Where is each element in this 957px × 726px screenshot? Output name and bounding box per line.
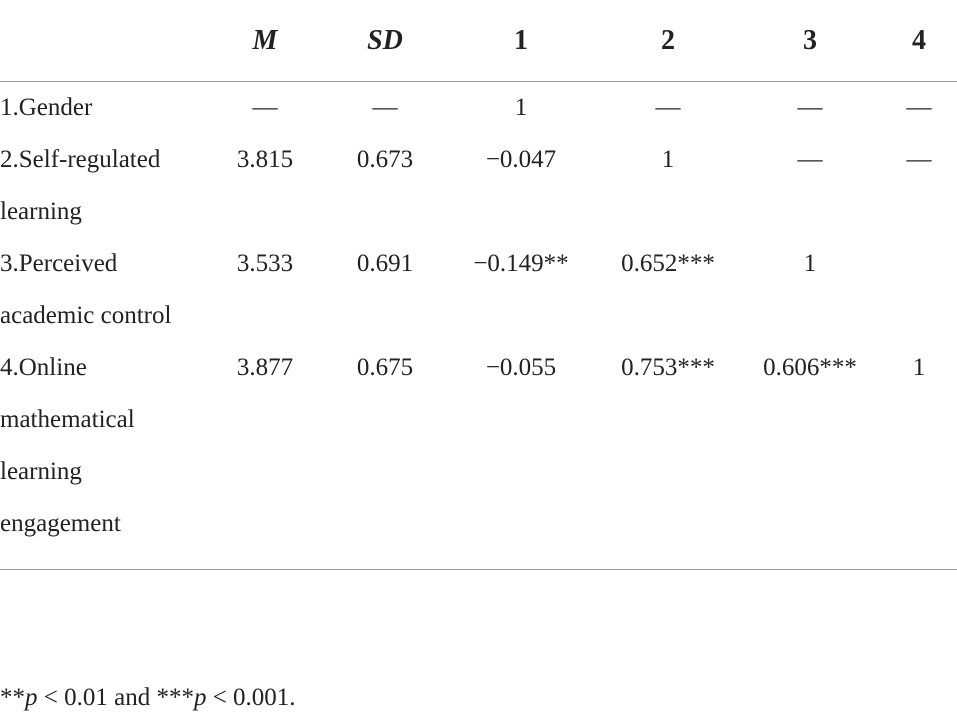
- cell: —: [906, 146, 932, 173]
- cell: 1: [881, 342, 957, 570]
- cell: 0.673: [356, 146, 414, 173]
- column-header: 2: [597, 0, 739, 82]
- column-header: 4: [881, 0, 957, 82]
- cell: —: [906, 94, 932, 121]
- column-header: 3: [739, 0, 881, 82]
- cell: —: [372, 94, 398, 121]
- table-body: 1.Gender — — 1 — — — 2.Self-regulated learning 3…: [0, 82, 957, 570]
- cell: —: [655, 94, 681, 121]
- cell: 0.675: [325, 342, 445, 570]
- row-label: 3.Perceived academic control: [0, 250, 172, 329]
- correlation-table: M SD 1 2 3 4 1.Gender — —1— — —2.Self-regulated l…: [0, 0, 957, 570]
- row-label: 1.Gender: [0, 94, 93, 121]
- cell: −0.047: [485, 146, 557, 173]
- table-row: 2.Self-regulated learning 3.815 0.673 −0.04…: [0, 134, 957, 238]
- cell: 0.691: [356, 250, 414, 277]
- table-row: 3.Perceived academic control 3.533 0.691 −0…: [0, 238, 957, 342]
- cell: 0.753***: [597, 342, 739, 570]
- footnote-part: p: [193, 684, 207, 711]
- row-label: 2.Self-regulated learning: [0, 146, 161, 225]
- header-corner: [0, 0, 205, 82]
- row-label: 4.Online mathematical learning engagemen…: [0, 342, 205, 570]
- cell: —: [797, 94, 823, 121]
- cell: 1: [661, 146, 675, 173]
- table-row: 1.Gender — — 1 — — —: [0, 82, 957, 135]
- column-header: M: [205, 0, 325, 82]
- table-row: 4.Online mathematical learning engagemen…: [0, 342, 957, 570]
- cell: −0.149**: [473, 250, 569, 277]
- cell: 3.533: [236, 250, 294, 277]
- cell: 0.652***: [621, 250, 715, 277]
- cell: −0.055: [445, 342, 597, 570]
- cell: —: [252, 94, 278, 121]
- empty-cell: [881, 238, 957, 342]
- cell: 3.815: [236, 146, 294, 173]
- cell: 1: [803, 250, 817, 277]
- footnote: **p < 0.01 and ***p < 0.001.: [0, 684, 296, 712]
- column-header: 1: [445, 0, 597, 82]
- footnote-part: < 0.01 and ***: [37, 684, 194, 711]
- cell: —: [797, 146, 823, 173]
- cell: 1: [514, 94, 528, 121]
- footnote-part: < 0.001.: [206, 684, 296, 711]
- footnote-part: p: [25, 684, 38, 711]
- cell: 0.606***: [739, 342, 881, 570]
- header-row: M SD 1 2 3 4: [0, 0, 957, 82]
- cell: 3.877: [205, 342, 325, 570]
- column-header: SD: [325, 0, 445, 82]
- footnote-part: **: [0, 684, 25, 711]
